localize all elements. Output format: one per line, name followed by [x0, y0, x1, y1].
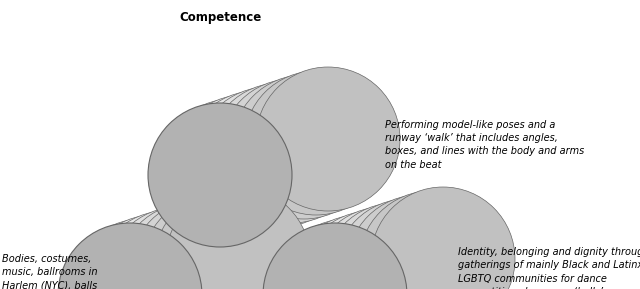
Circle shape: [130, 199, 274, 289]
Circle shape: [166, 187, 310, 289]
Circle shape: [196, 87, 340, 231]
Circle shape: [244, 71, 388, 215]
Circle shape: [311, 207, 455, 289]
Circle shape: [335, 199, 479, 289]
Circle shape: [256, 67, 400, 211]
Circle shape: [371, 187, 515, 289]
Circle shape: [220, 79, 364, 223]
Circle shape: [142, 195, 286, 289]
Circle shape: [82, 215, 226, 289]
Text: Identity, belonging and dignity through
gatherings of mainly Black and Latinx
LG: Identity, belonging and dignity through …: [458, 247, 640, 289]
Circle shape: [106, 207, 250, 289]
Circle shape: [172, 95, 316, 239]
Text: Performing model-like poses and a
runway ‘walk’ that includes angles,
boxes, and: Performing model-like poses and a runway…: [385, 120, 584, 170]
Circle shape: [275, 219, 419, 289]
Circle shape: [359, 191, 503, 289]
Circle shape: [208, 83, 352, 227]
Text: Competence: Competence: [179, 12, 261, 25]
Circle shape: [263, 223, 407, 289]
Circle shape: [323, 203, 467, 289]
Circle shape: [232, 75, 376, 219]
Circle shape: [184, 91, 328, 235]
Circle shape: [287, 215, 431, 289]
Circle shape: [58, 223, 202, 289]
Circle shape: [299, 211, 443, 289]
Circle shape: [154, 191, 298, 289]
Text: Bodies, costumes,
music, ballrooms in
Harlem (NYC), balls: Bodies, costumes, music, ballrooms in Ha…: [2, 254, 97, 289]
Circle shape: [70, 219, 214, 289]
Circle shape: [118, 203, 262, 289]
Circle shape: [94, 211, 238, 289]
Circle shape: [160, 99, 304, 243]
Circle shape: [347, 195, 491, 289]
Circle shape: [148, 103, 292, 247]
